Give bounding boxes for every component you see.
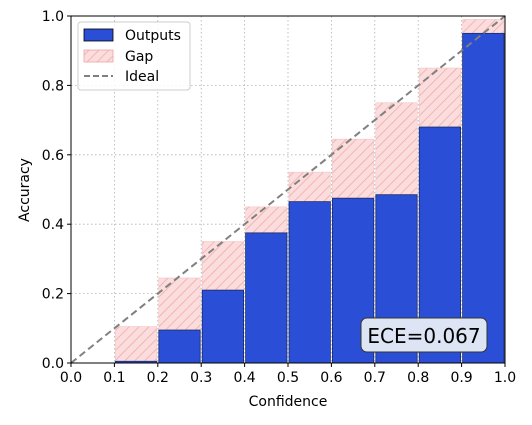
- x-tick-label: 0.3: [190, 370, 212, 386]
- gap-bar: [245, 206, 288, 234]
- gap-bars: [115, 19, 505, 362]
- ece-box: [360, 317, 488, 353]
- x-tick-label: 0.9: [450, 370, 472, 386]
- y-tick-label: 0.0: [42, 356, 64, 372]
- x-tick-label: 0.1: [103, 370, 125, 386]
- gap-bar: [418, 67, 461, 128]
- output-bar: [201, 289, 244, 364]
- x-tick-label: 0.5: [277, 370, 299, 386]
- y-tick-label: 0.4: [42, 217, 64, 233]
- ideal-diagonal-line: [70, 15, 506, 364]
- legend-gap-label: Gap: [125, 49, 153, 65]
- gap-bar: [375, 102, 418, 196]
- output-bars: [115, 32, 505, 364]
- x-axis-label: Confidence: [249, 394, 328, 410]
- y-tick-label: 0.8: [42, 78, 64, 94]
- y-tick-label: 1.0: [42, 9, 64, 25]
- output-bar: [288, 201, 331, 364]
- x-tick-label: 1.0: [494, 370, 516, 386]
- x-tick-label: 0.6: [320, 370, 342, 386]
- y-axis-label: Accuracy: [17, 158, 33, 222]
- legend-ideal-label: Ideal: [125, 69, 159, 85]
- output-bar: [462, 32, 505, 364]
- x-tick-label: 0.7: [364, 370, 386, 386]
- gap-bar: [115, 326, 158, 362]
- x-tick-label: 0.0: [60, 370, 82, 386]
- y-tick-label: 0.2: [42, 287, 64, 303]
- gap-bar: [158, 277, 201, 331]
- output-bar: [245, 232, 288, 364]
- legend-outputs-label: Outputs: [125, 28, 181, 44]
- y-axis-ticks: 0.0 0.2 0.4 0.6 0.8 1.0: [42, 9, 71, 372]
- legend: Outputs Gap Ideal: [77, 21, 191, 91]
- ece-annotation: ECE=0.067: [360, 317, 488, 353]
- legend-gap-swatch: [83, 49, 114, 63]
- x-tick-label: 0.4: [233, 370, 255, 386]
- legend-outputs-swatch: [83, 28, 114, 42]
- x-tick-label: 0.2: [147, 370, 169, 386]
- gap-bar: [462, 19, 505, 34]
- ideal-line: [70, 15, 506, 364]
- output-bar: [158, 329, 201, 364]
- x-tick-label: 0.8: [407, 370, 429, 386]
- ece-text: ECE=0.067: [367, 324, 480, 348]
- gap-bar: [288, 171, 331, 202]
- x-axis-ticks: 0.0 0.1 0.2 0.3 0.4 0.5 0.6 0.7 0.8 0.9 1.0: [60, 363, 516, 386]
- gap-bar: [201, 241, 244, 291]
- y-tick-label: 0.6: [42, 148, 64, 164]
